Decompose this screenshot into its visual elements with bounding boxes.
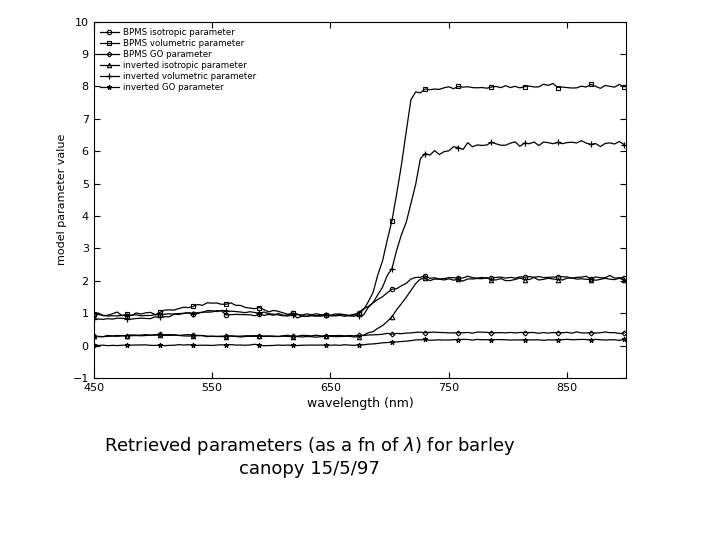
Line: inverted volumetric parameter: inverted volumetric parameter	[91, 138, 627, 322]
BPMS GO parameter	[89, 333, 98, 340]
inverted GO parameter	[534, 336, 543, 343]
inverted isotropic parameter	[591, 277, 600, 284]
BPMS volumetric parameter	[260, 306, 269, 313]
BPMS GO parameter	[572, 329, 581, 335]
BPMS GO parameter	[264, 333, 273, 339]
inverted isotropic parameter	[108, 333, 117, 339]
inverted isotropic parameter	[492, 276, 500, 283]
inverted GO parameter	[104, 342, 112, 349]
Y-axis label: model parameter value: model parameter value	[57, 134, 67, 266]
inverted volumetric parameter	[264, 310, 273, 317]
inverted volumetric parameter	[89, 315, 98, 322]
inverted GO parameter	[620, 336, 629, 342]
inverted volumetric parameter	[534, 142, 543, 149]
BPMS isotropic parameter	[104, 313, 112, 319]
BPMS volumetric parameter	[350, 313, 359, 320]
inverted volumetric parameter	[108, 316, 117, 322]
inverted GO parameter	[264, 342, 273, 349]
BPMS isotropic parameter	[113, 313, 122, 319]
Line: BPMS GO parameter: BPMS GO parameter	[92, 330, 626, 339]
BPMS isotropic parameter	[108, 313, 117, 319]
BPMS GO parameter	[108, 333, 117, 339]
BPMS volumetric parameter	[104, 312, 112, 319]
BPMS volumetric parameter	[620, 84, 629, 90]
BPMS volumetric parameter	[534, 84, 543, 90]
inverted isotropic parameter	[104, 333, 112, 340]
Line: inverted isotropic parameter: inverted isotropic parameter	[91, 275, 626, 339]
BPMS volumetric parameter	[549, 80, 557, 87]
inverted GO parameter	[492, 336, 500, 343]
BPMS isotropic parameter	[587, 276, 595, 282]
inverted GO parameter	[563, 336, 572, 342]
BPMS volumetric parameter	[108, 310, 117, 317]
inverted isotropic parameter	[89, 333, 98, 340]
X-axis label: wavelength (nm): wavelength (nm)	[307, 397, 413, 410]
inverted isotropic parameter	[312, 334, 320, 340]
BPMS isotropic parameter	[606, 272, 614, 279]
inverted volumetric parameter	[113, 315, 122, 321]
BPMS GO parameter	[113, 332, 122, 339]
inverted volumetric parameter	[577, 137, 586, 144]
BPMS volumetric parameter	[492, 83, 500, 90]
BPMS isotropic parameter	[492, 274, 500, 281]
Text: Retrieved parameters (as a fn of $\lambda$) for barley
canopy 15/5/97: Retrieved parameters (as a fn of $\lambd…	[104, 435, 516, 478]
inverted isotropic parameter	[539, 276, 548, 282]
BPMS isotropic parameter	[89, 312, 98, 319]
Line: inverted GO parameter: inverted GO parameter	[91, 337, 626, 348]
inverted GO parameter	[260, 342, 269, 349]
inverted volumetric parameter	[620, 141, 629, 148]
inverted volumetric parameter	[591, 140, 600, 147]
BPMS GO parameter	[534, 330, 543, 336]
BPMS volumetric parameter	[89, 310, 98, 317]
BPMS GO parameter	[492, 329, 500, 336]
Line: BPMS volumetric parameter: BPMS volumetric parameter	[91, 81, 626, 319]
inverted GO parameter	[591, 336, 600, 342]
BPMS volumetric parameter	[591, 83, 600, 90]
BPMS isotropic parameter	[620, 275, 629, 281]
BPMS isotropic parameter	[534, 273, 543, 280]
inverted isotropic parameter	[260, 333, 269, 340]
BPMS GO parameter	[99, 333, 107, 340]
inverted isotropic parameter	[620, 276, 629, 283]
BPMS isotropic parameter	[264, 311, 273, 318]
inverted isotropic parameter	[530, 274, 539, 281]
Legend: BPMS isotropic parameter, BPMS volumetric parameter, BPMS GO parameter, inverted: BPMS isotropic parameter, BPMS volumetri…	[98, 26, 258, 94]
inverted GO parameter	[108, 342, 117, 349]
inverted volumetric parameter	[99, 316, 107, 322]
inverted volumetric parameter	[492, 140, 500, 147]
Line: BPMS isotropic parameter: BPMS isotropic parameter	[91, 273, 626, 318]
inverted GO parameter	[89, 342, 98, 349]
BPMS GO parameter	[620, 330, 629, 336]
BPMS GO parameter	[591, 330, 600, 336]
